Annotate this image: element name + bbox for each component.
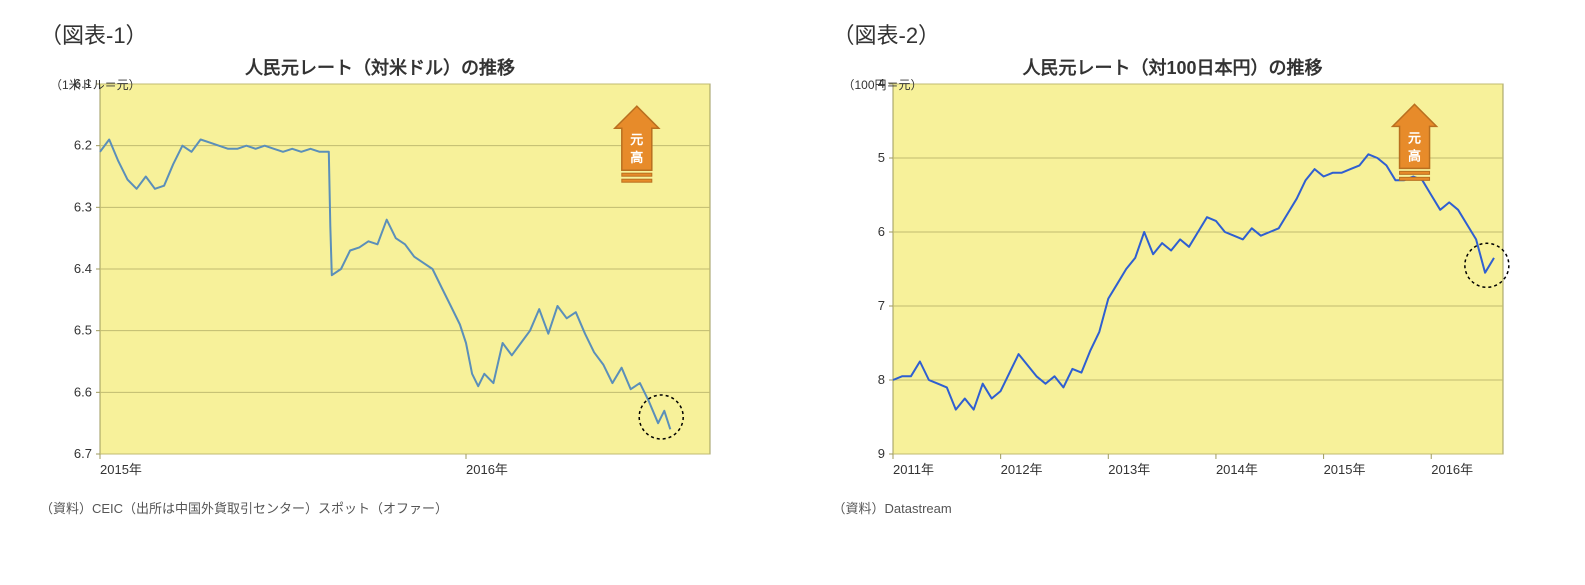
chart-jpy: 人民元レート（対100日本円）の推移 （100円＝元） 4567892011年2… — [833, 54, 1513, 494]
chart-svg: 6.16.26.36.46.56.66.72015年2016年元高 — [40, 54, 720, 494]
svg-text:6.6: 6.6 — [74, 384, 92, 399]
svg-text:2015年: 2015年 — [1323, 462, 1365, 477]
svg-text:6.3: 6.3 — [74, 199, 92, 214]
figure-label: （図表-2） — [833, 18, 1556, 50]
svg-text:6.4: 6.4 — [74, 261, 92, 276]
svg-text:高: 高 — [1408, 148, 1421, 163]
svg-text:9: 9 — [877, 446, 884, 461]
svg-text:6.5: 6.5 — [74, 323, 92, 338]
chart-title: 人民元レート（対米ドル）の推移 — [40, 54, 720, 80]
svg-text:5: 5 — [877, 150, 884, 165]
svg-text:2014年: 2014年 — [1215, 462, 1257, 477]
svg-text:8: 8 — [877, 372, 884, 387]
svg-text:7: 7 — [877, 298, 884, 313]
svg-text:2015年: 2015年 — [100, 462, 142, 477]
svg-text:高: 高 — [630, 150, 643, 165]
svg-text:6.2: 6.2 — [74, 138, 92, 153]
figure-label: （図表-1） — [40, 18, 763, 50]
chart-svg: 4567892011年2012年2013年2014年2015年2016年元高 — [833, 54, 1513, 494]
panel-chart-jpy: （図表-2） 人民元レート（対100日本円）の推移 （100円＝元） 45678… — [793, 0, 1585, 585]
source-note: （資料）CEIC（出所は中国外貨取引センター）スポット（オファー） — [40, 498, 763, 517]
y-unit-label: （100円＝元） — [843, 76, 923, 93]
y-unit-label: （1米ドル＝元） — [50, 76, 141, 93]
source-note: （資料）Datastream — [833, 498, 1556, 517]
svg-text:2011年: 2011年 — [893, 462, 934, 477]
svg-text:2016年: 2016年 — [466, 462, 508, 477]
panel-chart-usd: （図表-1） 人民元レート（対米ドル）の推移 （1米ドル＝元） 6.16.26.… — [0, 0, 793, 585]
page-root: （図表-1） 人民元レート（対米ドル）の推移 （1米ドル＝元） 6.16.26.… — [0, 0, 1585, 585]
svg-text:2016年: 2016年 — [1431, 462, 1473, 477]
svg-text:元: 元 — [1408, 130, 1421, 145]
svg-text:2012年: 2012年 — [1000, 462, 1042, 477]
chart-title: 人民元レート（対100日本円）の推移 — [833, 54, 1513, 80]
svg-text:6: 6 — [877, 224, 884, 239]
svg-text:6.7: 6.7 — [74, 446, 92, 461]
svg-text:2013年: 2013年 — [1108, 462, 1150, 477]
chart-usd: 人民元レート（対米ドル）の推移 （1米ドル＝元） 6.16.26.36.46.5… — [40, 54, 720, 494]
svg-text:元: 元 — [630, 132, 643, 147]
